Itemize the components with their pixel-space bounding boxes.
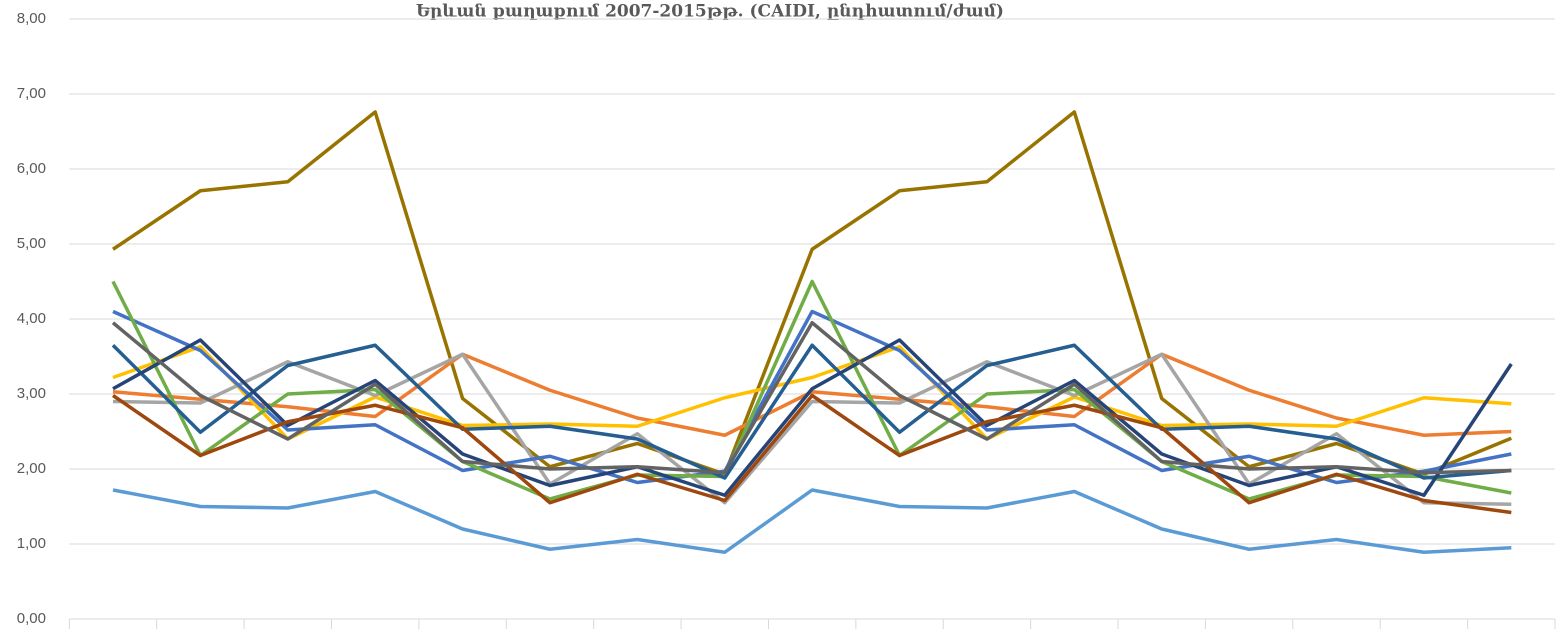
series-line — [112, 352, 1512, 437]
y-tick-label: 2,00 — [17, 460, 46, 477]
series-line — [112, 110, 1512, 476]
x-tick-label: 2008 — [184, 626, 217, 629]
y-tick-label: 1,00 — [17, 535, 46, 552]
y-tick-label: 0,00 — [17, 610, 46, 627]
series-line — [111, 321, 1512, 475]
x-tick-label: 2007 — [96, 626, 129, 629]
x-tick-label: 2007 — [795, 626, 828, 629]
x-tick-label: 2010 — [358, 626, 391, 629]
x-tick-label: 2014 — [708, 626, 741, 629]
x-tick-label: 2008 — [883, 626, 916, 629]
y-tick-label: 3,00 — [17, 385, 46, 402]
y-tick-label: 4,00 — [17, 310, 46, 327]
x-tick-label: 2009 — [970, 626, 1003, 629]
series-line — [112, 338, 1513, 497]
x-tick-label: 2009 — [271, 626, 304, 629]
x-tick-label: 2013 — [1320, 626, 1353, 629]
y-tick-label: 7,00 — [17, 85, 46, 102]
x-tick-label: 2011 — [446, 626, 478, 629]
x-tick-label: 2011 — [1146, 626, 1178, 629]
x-tick-label: 2012 — [1232, 626, 1265, 629]
x-tick-label: 2012 — [533, 626, 566, 629]
y-tick-label: 6,00 — [17, 160, 46, 177]
series-line — [111, 343, 1512, 480]
series-line — [112, 393, 1512, 515]
chart-title: Երևան քաղաքում 2007-2015թթ. (CAIDI, ընդհ… — [416, 2, 1004, 22]
x-tick-label: 2013 — [621, 626, 654, 629]
y-tick-label: 5,00 — [17, 235, 46, 252]
x-tick-label: 2010 — [1058, 626, 1091, 629]
series-line — [111, 279, 1512, 501]
series-line — [112, 309, 1512, 485]
series-line — [112, 488, 1512, 554]
x-tick-label: 2015 — [1495, 626, 1528, 629]
y-tick-label: 8,00 — [17, 10, 46, 27]
x-tick-label: 2014 — [1407, 626, 1440, 629]
